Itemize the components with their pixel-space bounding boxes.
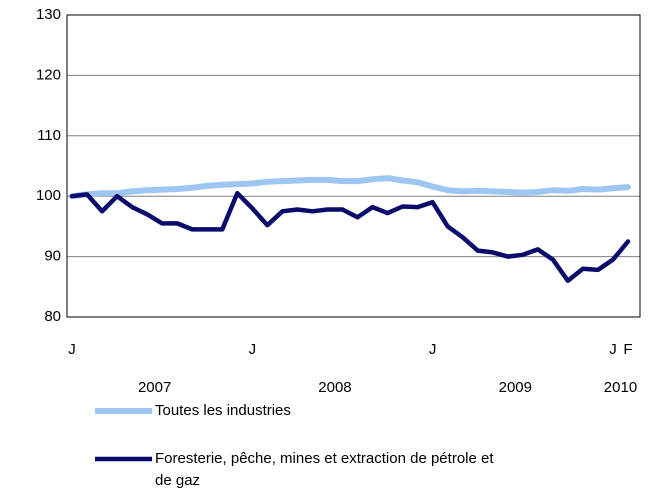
x-tick-label: J <box>609 341 617 358</box>
legend-label: Toutes les industries <box>155 402 291 419</box>
line-series <box>69 175 631 200</box>
y-tick-label: 80 <box>44 308 61 325</box>
year-label: 2010 <box>604 379 637 396</box>
y-tick-label: 120 <box>36 66 61 83</box>
legend-label: Foresterie, pêche, mines et extraction d… <box>155 450 494 489</box>
year-label: 2007 <box>138 379 171 396</box>
line-series <box>69 190 631 284</box>
year-label: 2008 <box>318 379 351 396</box>
x-tick-label: F <box>623 341 632 358</box>
x-tick-label: J <box>68 341 76 358</box>
y-tick-label: 110 <box>37 127 61 144</box>
y-tick-label: 130 <box>36 6 61 23</box>
x-tick-label: J <box>249 341 257 358</box>
plot-frame <box>66 14 641 318</box>
x-tick-label: J <box>429 341 437 358</box>
y-tick-label: 100 <box>36 187 61 204</box>
y-tick-label: 90 <box>44 248 61 265</box>
year-label: 2009 <box>499 379 532 396</box>
